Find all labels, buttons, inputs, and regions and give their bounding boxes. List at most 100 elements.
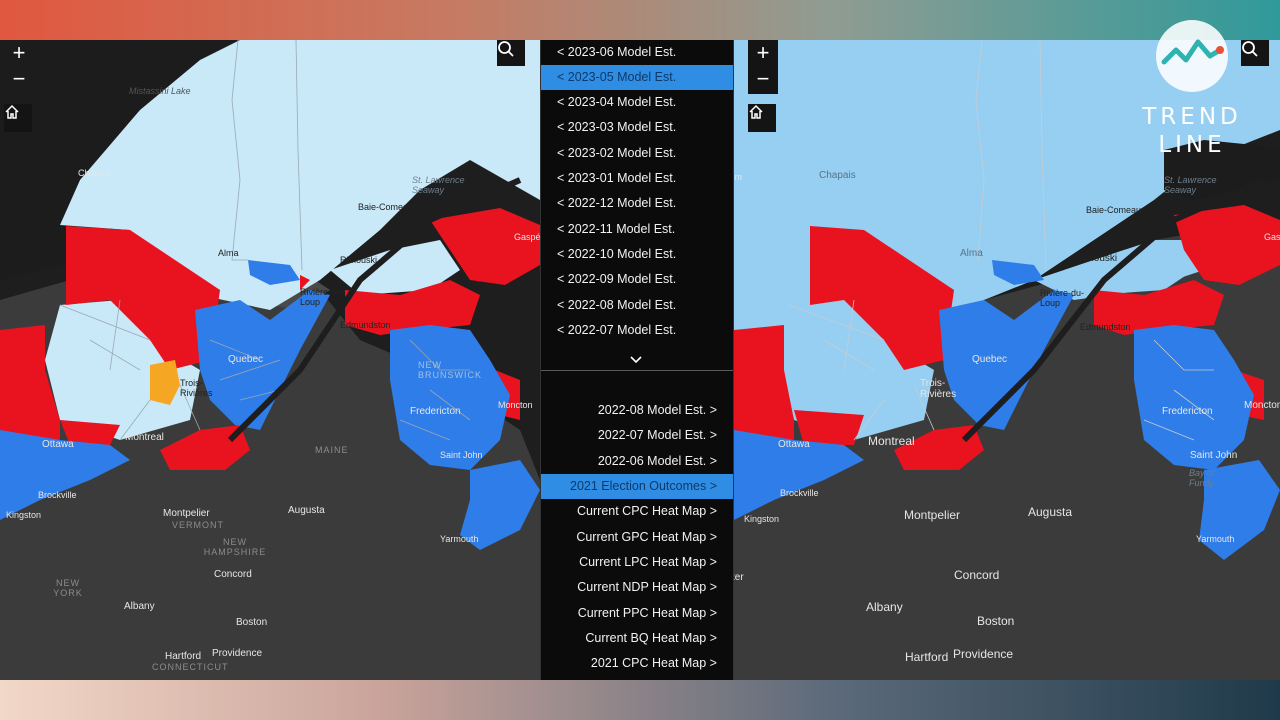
home-button[interactable] — [4, 104, 32, 132]
region-connecticut: CONNECTICUT — [152, 662, 229, 672]
menu-item-prev-2023-02[interactable]: < 2023-02 Model Est. — [557, 146, 677, 160]
menu-item-next-ndp-heat[interactable]: Current NDP Heat Map > — [577, 580, 717, 594]
place-boston: Boston — [236, 617, 268, 628]
place-hartford: Hartford — [165, 651, 202, 662]
place-montreal: Montreal — [125, 432, 164, 443]
place-montpelier-right: Montpelier — [904, 508, 961, 522]
region-maine: MAINE — [315, 445, 349, 455]
place-rimouski-right: Rimouski — [1076, 253, 1118, 264]
place-yarmouth: Yarmouth — [440, 534, 479, 544]
place-alma: Alma — [218, 248, 239, 258]
region-new-hampshire: NEW HAMPSHIRE — [203, 537, 267, 557]
place-trois-rivieres-right: Trois-Rivières — [920, 378, 957, 400]
menu-item-next-bq-heat[interactable]: Current BQ Heat Map > — [585, 631, 717, 645]
place-albany: Albany — [124, 601, 155, 612]
menu-item-next-2021-cpc-heat[interactable]: 2021 CPC Heat Map > — [590, 656, 717, 670]
place-fredericton-right: Fredericton — [1162, 406, 1213, 417]
place-hartford-right: Hartford — [905, 650, 949, 664]
menu-item-next-2021-election[interactable]: 2021 Election Outcomes > — [541, 474, 733, 499]
logo-mark — [1156, 20, 1228, 92]
video-frame-bottom — [0, 680, 1280, 720]
menu-item-prev-2022-09[interactable]: < 2022-09 Model Est. — [557, 272, 677, 286]
place-brockville: Brockville — [38, 490, 77, 500]
left-map-canvas — [0, 40, 540, 680]
menu-item-next-2022-08[interactable]: 2022-08 Model Est. > — [597, 403, 717, 417]
zoom-in-button[interactable]: + — [12, 40, 26, 65]
logo-text-line2: LINE — [1158, 132, 1226, 158]
trend-chart-icon — [1161, 39, 1224, 65]
zoom-in-button-right[interactable]: + — [748, 40, 778, 68]
place-alma-right: Alma — [960, 248, 983, 259]
place-fragment-im: Im — [734, 172, 742, 182]
place-gaspe: Gaspé — [514, 232, 540, 242]
place-chapais-right: Chapais — [819, 170, 856, 181]
video-frame-top — [0, 0, 1280, 40]
place-albany-right: Albany — [866, 600, 903, 614]
menu-item-prev-2022-08[interactable]: < 2022-08 Model Est. — [557, 298, 677, 312]
menu-item-next-2022-06[interactable]: 2022-06 Model Est. > — [597, 454, 717, 468]
chevron-down-icon[interactable] — [629, 352, 643, 368]
search-button-right[interactable] — [1241, 40, 1269, 66]
place-baie-comeau: Baie-Comeau — [358, 202, 414, 212]
menu-divider — [541, 370, 733, 371]
zoom-out-button[interactable]: − — [12, 66, 26, 91]
place-augusta: Augusta — [288, 505, 325, 516]
zoom-out-button-right[interactable]: − — [748, 66, 778, 94]
place-trois-rivieres: Trois-Rivières — [180, 378, 213, 398]
place-augusta-right: Augusta — [1028, 505, 1073, 519]
menu-item-prev-2022-07[interactable]: < 2022-07 Model Est. — [557, 323, 677, 337]
region-new-brunswick: NEW BRUNSWICK — [418, 360, 483, 380]
place-rimouski: Rimouski — [340, 255, 378, 265]
place-saint-john: Saint John — [440, 450, 483, 460]
place-chapais: Chapais — [78, 168, 112, 178]
menu-item-prev-2022-12[interactable]: < 2022-12 Model Est. — [557, 196, 677, 210]
right-map-view[interactable]: Im Chapais St. Lawrence Seaway Baie-Come… — [734, 40, 1280, 680]
menu-item-prev-2022-11[interactable]: < 2022-11 Model Est. — [557, 222, 676, 236]
place-edmundston: Edmundston — [340, 320, 391, 330]
menu-item-prev-2023-01[interactable]: < 2023-01 Model Est. — [557, 171, 677, 185]
place-riviere-du-loup: Rivière-du-Loup — [300, 287, 345, 307]
menu-item-next-gpc-heat[interactable]: Current GPC Heat Map > — [576, 530, 717, 544]
place-riviere-du-loup-right: Rivière-du-Loup — [1040, 288, 1085, 308]
place-concord: Concord — [214, 569, 252, 580]
right-map-canvas — [734, 40, 1280, 680]
place-baie-comeau-right: Baie-Comeau — [1086, 205, 1142, 215]
place-montreal-right: Montreal — [868, 434, 915, 448]
layer-menu: < 2023-06 Model Est. < 2023-05 Model Est… — [540, 40, 734, 680]
place-moncton-right: Moncton — [1244, 400, 1280, 411]
menu-item-prev-2023-06[interactable]: < 2023-06 Model Est. — [557, 45, 677, 59]
menu-item-next-2022-07[interactable]: 2022-07 Model Est. > — [597, 428, 717, 442]
place-st-lawrence-seaway: St. Lawrence Seaway — [412, 175, 465, 195]
place-providence-right: Providence — [953, 647, 1014, 661]
logo-text-line1: TREND — [1142, 104, 1242, 130]
place-fragment-ter: ter — [734, 572, 744, 583]
trendline-logo: TREND LINE — [1124, 20, 1260, 160]
place-montpelier: Montpelier — [163, 508, 210, 519]
menu-item-prev-2023-03[interactable]: < 2023-03 Model Est. — [557, 120, 677, 134]
place-moncton: Moncton — [498, 400, 533, 410]
menu-item-prev-2023-04[interactable]: < 2023-04 Model Est. — [557, 95, 677, 109]
place-ottawa: Ottawa — [42, 439, 74, 450]
place-st-lawrence-seaway-right: St. Lawrence Seaway — [1164, 175, 1217, 195]
menu-item-next-ppc-heat[interactable]: Current PPC Heat Map > — [577, 606, 717, 620]
menu-item-next-lpc-heat[interactable]: Current LPC Heat Map > — [579, 555, 717, 569]
place-kingston-right: Kingston — [744, 514, 780, 524]
place-yarmouth-right: Yarmouth — [1196, 534, 1235, 544]
place-brockville-right: Brockville — [780, 488, 819, 498]
place-gaspe-right: Gaspé — [1264, 232, 1280, 242]
place-edmundston-right: Edmundston — [1080, 322, 1131, 332]
place-quebec: Quebec — [228, 354, 264, 365]
place-mistassini-lake: Mistassini Lake — [129, 86, 191, 96]
menu-item-prev-2023-05[interactable]: < 2023-05 Model Est. — [541, 65, 733, 90]
menu-item-prev-2022-10[interactable]: < 2022-10 Model Est. — [557, 247, 677, 261]
search-button[interactable] — [497, 40, 525, 66]
place-fredericton: Fredericton — [410, 406, 461, 417]
place-quebec-right: Quebec — [972, 354, 1008, 365]
place-boston-right: Boston — [977, 614, 1015, 628]
place-concord-right: Concord — [954, 568, 1000, 582]
home-button-right[interactable] — [748, 104, 776, 132]
menu-item-next-cpc-heat[interactable]: Current CPC Heat Map > — [577, 504, 717, 518]
left-map-view[interactable]: Mistassini Lake Chapais St. Lawrence Sea… — [0, 40, 540, 680]
place-kingston: Kingston — [6, 510, 42, 520]
place-providence: Providence — [212, 648, 263, 659]
